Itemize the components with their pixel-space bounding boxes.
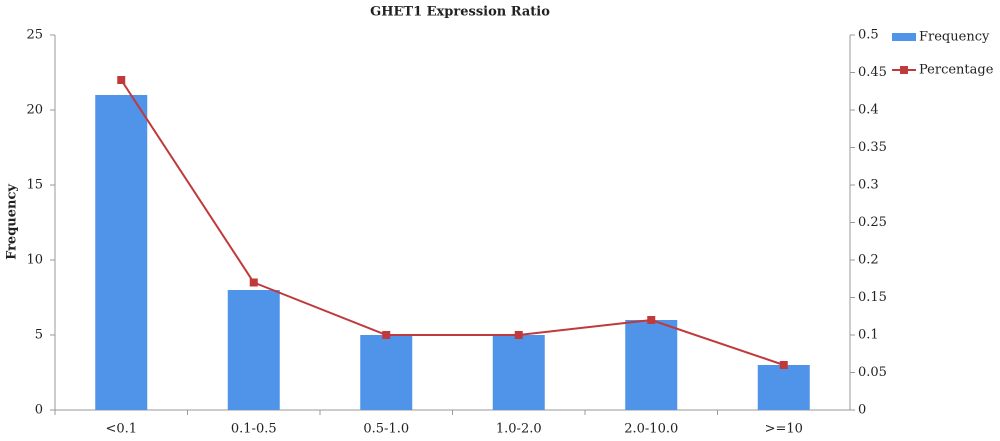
marker [779, 361, 788, 369]
marker [249, 278, 258, 287]
y-tick-label: 5 [35, 328, 43, 343]
y2-tick-label: 0.3 [858, 178, 879, 193]
y2-tick-label: 0.4 [858, 103, 879, 118]
bar [757, 365, 810, 410]
y-axis-label: Frequency [5, 184, 20, 260]
y2-tick-label: 0.45 [858, 65, 887, 80]
x-tick-label: 0.5-1.0 [363, 422, 409, 437]
legend-label: Frequency [919, 30, 990, 45]
y2-tick-label: 0.1 [858, 328, 879, 343]
x-tick-label: 1.0-2.0 [496, 422, 542, 437]
x-tick-label: <0.1 [105, 422, 137, 437]
legend-swatch [892, 33, 916, 41]
x-tick-label: >=10 [765, 422, 803, 437]
marker [647, 316, 656, 324]
bar [492, 335, 545, 410]
chart-title: GHET1 Expression Ratio [370, 5, 550, 20]
legend-marker [900, 66, 908, 74]
bar [360, 335, 413, 410]
bar [95, 95, 148, 410]
y2-tick-label: 0.35 [858, 140, 887, 155]
y-tick-label: 0 [35, 403, 43, 418]
x-tick-label: 2.0-10.0 [624, 422, 678, 437]
y2-tick-label: 0.5 [858, 28, 879, 43]
y-tick-label: 20 [26, 103, 43, 118]
y2-tick-label: 0.05 [858, 365, 887, 380]
marker [117, 76, 126, 84]
bar [625, 320, 678, 410]
y2-tick-label: 0 [858, 403, 866, 418]
bar [227, 290, 280, 410]
x-tick-label: 0.1-0.5 [231, 422, 277, 437]
line [120, 79, 785, 366]
y-tick-label: 25 [26, 28, 43, 43]
marker [514, 331, 523, 339]
y2-tick-label: 0.25 [858, 215, 887, 230]
marker [382, 331, 391, 339]
y2-tick-label: 0.15 [858, 290, 887, 305]
legend-label: Percentage [919, 63, 994, 78]
y-tick-label: 15 [26, 178, 43, 193]
y2-tick-label: 0.2 [858, 253, 879, 268]
y-tick-label: 10 [26, 253, 43, 268]
